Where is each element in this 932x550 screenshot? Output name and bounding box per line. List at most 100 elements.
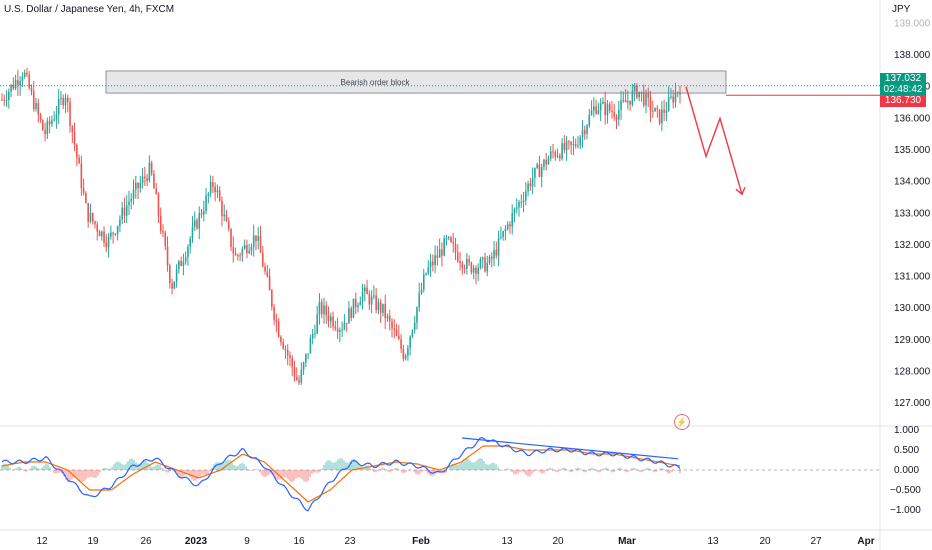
candle-body xyxy=(5,99,8,101)
signal-line xyxy=(1,445,681,503)
candle-body xyxy=(463,267,466,269)
candle-body xyxy=(46,121,49,135)
y-tick-label: 136.000 xyxy=(894,113,931,124)
candle-body xyxy=(30,88,33,92)
candle-body xyxy=(640,91,643,93)
candle-body xyxy=(12,84,15,89)
bolt-icon[interactable]: ⚡ xyxy=(674,414,690,430)
candle-body xyxy=(282,342,284,349)
candle-body xyxy=(366,287,368,295)
candle-body xyxy=(543,159,545,168)
candle-body xyxy=(307,353,309,355)
candle-body xyxy=(472,267,475,273)
x-tick-label: 2023 xyxy=(185,536,208,547)
candle-body xyxy=(69,101,71,127)
candle-body xyxy=(536,164,538,168)
candle-body xyxy=(91,212,94,222)
candle-body xyxy=(565,141,568,151)
candle-body xyxy=(187,246,189,258)
candle-body xyxy=(477,267,479,274)
candle-body xyxy=(248,250,250,254)
candle-body xyxy=(654,107,656,112)
candle-body xyxy=(379,302,382,313)
candle-body xyxy=(80,163,83,189)
candle-body xyxy=(139,183,142,189)
candle-body xyxy=(409,336,411,348)
candle-body xyxy=(382,303,384,313)
x-tick-label: Mar xyxy=(618,536,636,547)
y-tick-label: 128.000 xyxy=(894,366,931,377)
candle-body xyxy=(642,91,645,106)
candle-body xyxy=(540,167,543,177)
candle-body xyxy=(488,256,491,263)
candle-body xyxy=(631,91,634,105)
candle-body xyxy=(164,232,167,247)
candle-body xyxy=(271,290,273,307)
candle-body xyxy=(293,367,296,377)
candle-body xyxy=(325,305,328,316)
candle-body xyxy=(221,200,223,217)
candle-body xyxy=(14,80,17,89)
candle-body xyxy=(125,205,128,216)
candle-body xyxy=(534,167,536,178)
candle-body xyxy=(361,291,364,302)
candle-body xyxy=(214,186,216,193)
macd-line xyxy=(1,436,681,512)
candle-body xyxy=(559,155,561,159)
candle-body xyxy=(53,119,55,121)
candle-body xyxy=(123,207,126,216)
candle-body xyxy=(51,120,53,125)
candle-body xyxy=(549,151,552,159)
candle-body xyxy=(629,100,631,105)
candle-body xyxy=(586,125,588,134)
candle-body xyxy=(64,97,67,106)
candle-body xyxy=(581,130,584,138)
candle-body xyxy=(3,99,6,101)
candle-body xyxy=(561,143,563,159)
candle-body xyxy=(209,182,212,194)
x-tick-label: 27 xyxy=(810,536,822,547)
candle-body xyxy=(116,225,119,234)
candle-body xyxy=(323,305,325,315)
chart-title: U.S. Dollar / Japanese Yen, 4h, FXCM xyxy=(4,4,175,15)
candle-body xyxy=(216,190,219,193)
candle-body xyxy=(62,98,65,106)
candle-body xyxy=(153,173,155,189)
candle-body xyxy=(252,235,255,247)
candle-body xyxy=(663,109,665,113)
candle-body xyxy=(286,350,289,356)
candle-body xyxy=(171,283,173,289)
candle-body xyxy=(166,246,169,266)
y-tick-label: 130.000 xyxy=(894,303,931,314)
candle-body xyxy=(284,348,287,351)
candle-body xyxy=(241,248,244,256)
candle-body xyxy=(411,330,414,337)
candle-body xyxy=(336,328,339,332)
macd-layer xyxy=(1,436,681,512)
candle-body xyxy=(497,237,500,256)
candle-body xyxy=(515,207,518,209)
candle-body xyxy=(649,97,652,112)
candle-body xyxy=(237,255,239,257)
candle-body xyxy=(203,211,205,215)
candle-body xyxy=(617,109,620,120)
order-block-label: Bearish order block xyxy=(341,78,411,87)
y-tick-label: 134.000 xyxy=(894,177,931,188)
candle-body xyxy=(490,256,493,259)
candle-body xyxy=(73,132,76,145)
candle-body xyxy=(674,92,677,103)
candle-body xyxy=(8,91,10,100)
candle-body xyxy=(259,236,262,253)
y-tick-label: 135.000 xyxy=(894,145,931,156)
candle-body xyxy=(234,253,237,256)
candle-body xyxy=(563,143,566,151)
candle-body xyxy=(57,99,60,115)
candle-body xyxy=(656,107,659,110)
candle-body xyxy=(21,76,24,82)
candle-body xyxy=(339,330,341,332)
y-tick-label: 132.000 xyxy=(894,240,931,251)
candle-body xyxy=(96,224,99,232)
candle-body xyxy=(182,261,185,266)
candle-body xyxy=(218,190,221,201)
